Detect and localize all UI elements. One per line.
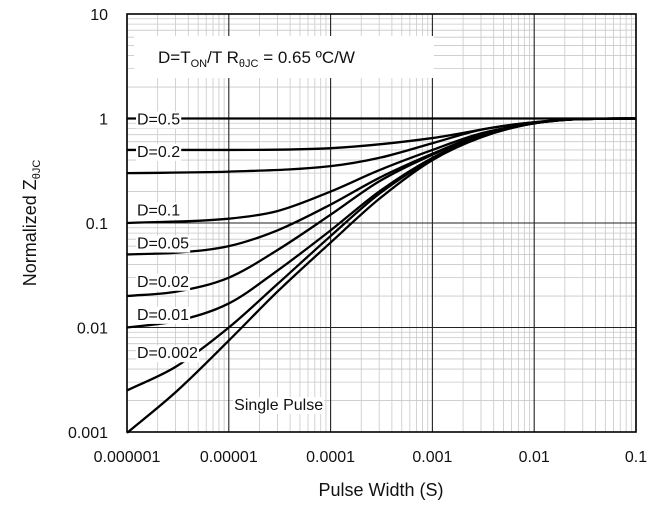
x-tick-label: 0.00001	[200, 449, 258, 466]
curve-label-background	[136, 202, 182, 220]
curve-label: D=0.1	[137, 202, 180, 219]
x-tick-label: 0.001	[412, 449, 452, 466]
curve-labels: D=0.5 D=0.2 D=0.1 D=0.05 D=0.02 D=0.01 D=0.002…	[136, 111, 325, 415]
annotation-segment: = 0.65 ºC/W	[258, 48, 354, 67]
x-tick-labels: 0.000001 0.00001 0.0001 0.001 0.01 0.1	[94, 449, 648, 466]
curve-label-background	[136, 306, 191, 324]
curve-label: D=0.02	[137, 274, 189, 291]
x-tick-label: 0.1	[625, 449, 647, 466]
curve-label: D=0.05	[137, 236, 189, 253]
curve-label-background	[233, 397, 325, 415]
curve-label-background	[136, 111, 182, 129]
annotation-subscript: ON	[191, 58, 208, 70]
y-tick-label: 1	[99, 112, 108, 129]
x-tick-label: 0.0001	[306, 449, 355, 466]
annotation-background	[134, 36, 434, 78]
curve-8	[126, 117, 637, 434]
curve-label: D=0.5	[137, 112, 180, 129]
x-tick-label: 0.01	[519, 449, 550, 466]
curve-label: D=0.2	[137, 144, 180, 161]
y-axis-title: Normalized ZθJC	[20, 160, 43, 287]
annotation-text: D=TON/T RθJC = 0.65 ºC/W	[158, 48, 355, 70]
curve-label: Single Pulse	[234, 397, 323, 414]
curve-label: D=0.002	[137, 345, 198, 362]
formula-annotation: D=TON/T RθJC = 0.65 ºC/W	[134, 36, 434, 78]
curve-label-background	[136, 235, 191, 253]
y-tick-label: 0.1	[86, 216, 108, 233]
curve-label: D=0.01	[137, 307, 189, 324]
y-tick-label: 0.01	[77, 321, 108, 338]
x-axis-title: Pulse Width (S)	[318, 480, 443, 500]
annotation-subscript: θJC	[239, 58, 259, 70]
x-tick-label: 0.000001	[94, 449, 161, 466]
y-tick-label: 0.001	[68, 425, 108, 442]
annotation-segment: /T R	[207, 48, 239, 67]
y-axis-title-sub: θJC	[31, 160, 43, 180]
annotation-segment: D=T	[158, 48, 191, 67]
curve-label-background	[136, 143, 182, 161]
y-tick-labels: 0.001 0.01 0.1 1 10	[68, 7, 108, 442]
y-tick-label: 10	[90, 7, 108, 24]
curves	[126, 117, 637, 434]
curve-label-background	[136, 345, 200, 363]
plot-border	[126, 13, 637, 433]
curve-label-background	[136, 273, 191, 291]
y-axis-title-main: Normalized Z	[20, 179, 40, 286]
